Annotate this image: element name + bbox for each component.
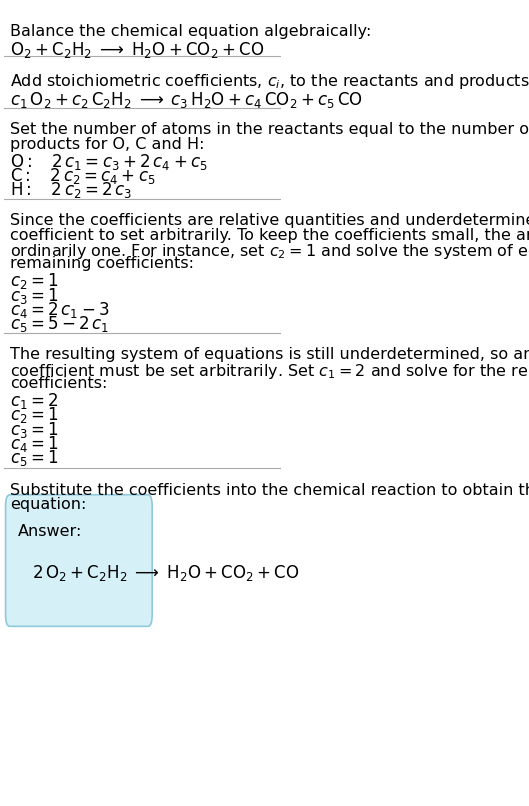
Text: $\mathrm{O:}\quad 2\,c_1 = c_3 + 2\,c_4 + c_5$: $\mathrm{O:}\quad 2\,c_1 = c_3 + 2\,c_4 … [10,152,207,172]
Text: $c_4 = 2\,c_1 - 3$: $c_4 = 2\,c_1 - 3$ [10,300,109,320]
Text: Balance the chemical equation algebraically:: Balance the chemical equation algebraica… [10,24,371,39]
Text: $c_2 = 1$: $c_2 = 1$ [10,272,58,292]
Text: Since the coefficients are relative quantities and underdetermined, choose a: Since the coefficients are relative quan… [10,213,529,228]
Text: $\mathrm{O_2 + C_2H_2 \;\longrightarrow\; H_2O + CO_2 + CO}$: $\mathrm{O_2 + C_2H_2 \;\longrightarrow\… [10,40,264,60]
Text: coefficient to set arbitrarily. To keep the coefficients small, the arbitrary va: coefficient to set arbitrarily. To keep … [10,227,529,243]
Text: products for O, C and H:: products for O, C and H: [10,136,204,152]
Text: $2\,\mathrm{O_2} + \mathrm{C_2H_2} \;\longrightarrow\; \mathrm{H_2O} + \mathrm{C: $2\,\mathrm{O_2} + \mathrm{C_2H_2} \;\lo… [32,563,299,583]
Text: Answer:: Answer: [18,524,83,539]
Text: $\mathrm{C:}\quad 2\,c_2 = c_4 + c_5$: $\mathrm{C:}\quad 2\,c_2 = c_4 + c_5$ [10,166,156,186]
Text: Substitute the coefficients into the chemical reaction to obtain the balanced: Substitute the coefficients into the che… [10,483,529,498]
Text: $c_3 = 1$: $c_3 = 1$ [10,420,58,440]
Text: $\mathrm{H:}\quad 2\,c_2 = 2\,c_3$: $\mathrm{H:}\quad 2\,c_2 = 2\,c_3$ [10,181,132,201]
Text: Add stoichiometric coefficients, $c_i$, to the reactants and products:: Add stoichiometric coefficients, $c_i$, … [10,72,529,91]
Text: equation:: equation: [10,497,86,512]
Text: remaining coefficients:: remaining coefficients: [10,256,194,272]
Text: $c_1 = 2$: $c_1 = 2$ [10,391,58,411]
Text: $c_1\,\mathrm{O_2} + c_2\,\mathrm{C_2H_2} \;\longrightarrow\; c_3\,\mathrm{H_2O}: $c_1\,\mathrm{O_2} + c_2\,\mathrm{C_2H_2… [10,89,362,110]
Text: Set the number of atoms in the reactants equal to the number of atoms in the: Set the number of atoms in the reactants… [10,123,529,137]
Text: $c_4 = 1$: $c_4 = 1$ [10,434,58,454]
Text: coefficients:: coefficients: [10,376,107,391]
Text: $c_3 = 1$: $c_3 = 1$ [10,286,58,305]
Text: The resulting system of equations is still underdetermined, so an additional: The resulting system of equations is sti… [10,347,529,362]
FancyBboxPatch shape [5,495,152,626]
Text: $c_5 = 5 - 2\,c_1$: $c_5 = 5 - 2\,c_1$ [10,314,109,334]
Text: coefficient must be set arbitrarily. Set $c_1 = 2$ and solve for the remaining: coefficient must be set arbitrarily. Set… [10,362,529,380]
Text: $c_5 = 1$: $c_5 = 1$ [10,448,58,468]
Text: $c_2 = 1$: $c_2 = 1$ [10,405,58,426]
Text: ordinarily one. For instance, set $c_2 = 1$ and solve the system of equations fo: ordinarily one. For instance, set $c_2 =… [10,242,529,261]
